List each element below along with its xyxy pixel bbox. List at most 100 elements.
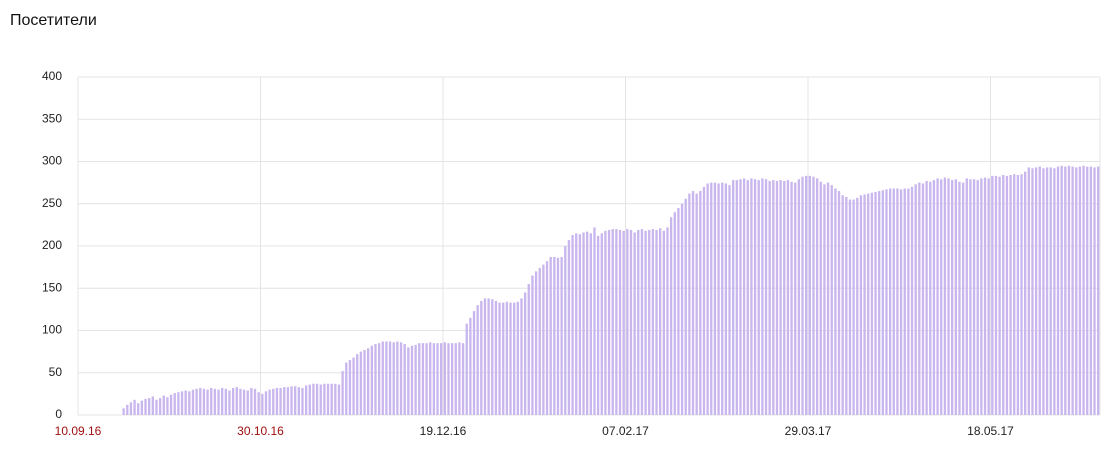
bar — [717, 183, 720, 415]
bar — [1002, 175, 1005, 415]
bar — [826, 182, 830, 415]
bar — [195, 388, 198, 415]
bar — [1075, 167, 1078, 415]
x-tick-label: 19.12.16 — [420, 424, 467, 438]
bar — [1067, 165, 1071, 415]
bar — [425, 343, 428, 415]
bar — [805, 175, 808, 415]
bar — [352, 357, 355, 415]
bar — [213, 388, 217, 415]
bar — [363, 349, 366, 415]
bar — [454, 343, 457, 415]
bar — [429, 342, 432, 415]
bar — [673, 212, 676, 415]
bar — [286, 387, 290, 415]
bar — [571, 235, 574, 415]
bar — [180, 391, 184, 415]
bar — [761, 178, 764, 415]
y-tick-label: 200 — [42, 238, 62, 252]
bar — [695, 193, 698, 415]
bar — [516, 301, 519, 415]
bar — [173, 393, 176, 415]
bar — [151, 396, 154, 415]
bar — [622, 230, 625, 415]
bar — [312, 383, 315, 415]
bar — [1031, 168, 1034, 415]
bar — [129, 402, 133, 415]
bar — [502, 302, 505, 415]
bar — [418, 343, 421, 415]
bar — [534, 271, 538, 415]
x-tick-label: 18.05.17 — [967, 424, 1014, 438]
y-tick-label: 50 — [49, 365, 63, 379]
bar — [951, 180, 954, 415]
bar — [487, 298, 490, 415]
bar — [706, 183, 709, 415]
bar — [279, 387, 282, 415]
bar — [768, 180, 771, 415]
bar — [724, 183, 728, 415]
bar — [162, 395, 165, 415]
bar — [308, 384, 311, 415]
bar — [921, 183, 925, 415]
bar — [396, 341, 399, 415]
bar — [155, 399, 158, 415]
bar — [684, 198, 687, 415]
bar — [757, 180, 760, 415]
bar — [983, 177, 987, 415]
bar — [337, 384, 341, 415]
bar — [527, 284, 530, 415]
bar — [932, 180, 936, 415]
bar — [432, 343, 436, 415]
bar — [633, 232, 636, 415]
bar — [1034, 167, 1038, 415]
bar — [739, 179, 742, 415]
bar — [491, 299, 494, 415]
bar — [1042, 168, 1045, 415]
bar — [753, 179, 757, 415]
bar — [549, 256, 552, 415]
bar — [808, 175, 811, 415]
bar — [998, 176, 1001, 415]
bar — [746, 180, 749, 415]
bar — [301, 387, 304, 415]
bar — [1020, 174, 1023, 415]
bar — [414, 344, 417, 415]
bar — [531, 275, 534, 415]
bar — [954, 179, 957, 415]
bar — [691, 191, 695, 415]
bar — [980, 178, 983, 415]
bar — [476, 305, 479, 415]
bar — [326, 383, 330, 415]
bar — [874, 191, 877, 415]
bar — [710, 182, 713, 415]
bar — [1086, 166, 1089, 415]
bar — [640, 229, 644, 415]
bar — [1082, 165, 1085, 415]
bar — [399, 342, 403, 415]
bar — [972, 179, 976, 415]
bar — [304, 385, 308, 415]
bar — [341, 371, 344, 415]
bar — [450, 343, 454, 415]
bar — [772, 180, 775, 415]
bar — [870, 192, 874, 415]
bar — [969, 179, 972, 415]
bar — [859, 195, 863, 415]
bar — [797, 179, 801, 415]
bar — [885, 189, 888, 415]
bar — [965, 178, 968, 415]
bar — [596, 235, 600, 415]
bar — [294, 386, 297, 415]
bar — [235, 387, 238, 415]
bar — [910, 186, 914, 415]
bar — [936, 178, 939, 415]
bar — [144, 398, 147, 415]
bar — [812, 176, 815, 415]
bar — [556, 257, 560, 415]
bar — [600, 233, 603, 415]
bar — [677, 207, 680, 415]
bar — [845, 196, 848, 415]
bar — [611, 229, 614, 415]
bar — [1016, 175, 1020, 415]
